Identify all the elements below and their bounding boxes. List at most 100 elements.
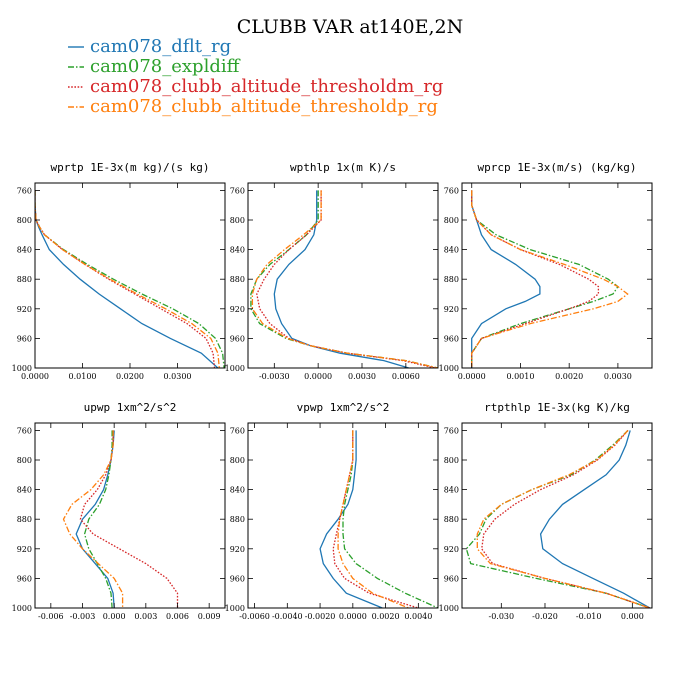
series-line-3 <box>481 429 651 608</box>
y-tick-label: 800 <box>230 216 245 225</box>
series-line-1 <box>35 190 219 368</box>
x-tick-label: 0.006 <box>166 612 189 621</box>
panel-3: wprcp 1E-3x(m/s) (kg/kg) 760 800 840 880 920 9… <box>439 161 653 381</box>
y-tick-label: 1000 <box>439 604 459 613</box>
panel-title: wprtp 1E-3x(m kg)/(s kg) <box>51 161 210 174</box>
legend-entry-1: cam078_dflt_rg <box>90 36 231 57</box>
y-tick-label: 800 <box>17 216 32 225</box>
y-tick-label: 760 <box>444 186 459 195</box>
x-tick-label: -0.0060 <box>239 612 270 621</box>
y-tick-label: 880 <box>17 275 32 284</box>
x-tick-label: 0.0020 <box>372 612 400 621</box>
y-tick-label: 800 <box>444 216 459 225</box>
x-tick-label: -0.0040 <box>272 612 303 621</box>
y-tick-label: 1000 <box>439 364 459 373</box>
panel-1: wprtp 1E-3x(m kg)/(s kg) 760 800 840 880 920 9… <box>12 161 226 381</box>
y-tick-label: 920 <box>230 305 245 314</box>
panel-5: vpwp 1xm^2/s^27608008408809209601000-0.0… <box>225 401 439 621</box>
series-line-1 <box>75 430 115 608</box>
y-tick-label: 920 <box>17 545 32 554</box>
y-tick-label: 840 <box>17 486 32 495</box>
x-tick-label: 0.009 <box>198 612 221 621</box>
y-tick-label: 760 <box>230 186 245 195</box>
x-tick-label: 0.000 <box>103 612 126 621</box>
panel-2: wpthlp 1x(m K)/s 760 800 840 880 920 960 1000 -0… <box>225 161 439 381</box>
x-tick-label: 0.000 <box>621 612 644 621</box>
y-tick-label: 1000 <box>225 364 245 373</box>
x-tick-label: -0.003 <box>70 612 96 621</box>
y-tick-label: 1000 <box>12 604 32 613</box>
y-tick-label: 960 <box>230 574 245 583</box>
x-tick-label: 0.003 <box>134 612 157 621</box>
panel-6: rtpthlp 1E-3x(kg K)/kg 760 800 840 880 920 960… <box>439 401 653 621</box>
x-tick-label: 0.0000 <box>458 372 486 381</box>
y-tick-label: 760 <box>17 186 32 195</box>
y-tick-label: 880 <box>230 275 245 284</box>
plot-frame <box>34 422 226 609</box>
x-tick-label: -0.030 <box>489 612 515 621</box>
y-tick-label: 920 <box>444 305 459 314</box>
series-line-3 <box>79 430 179 608</box>
legend-entry-4: cam078_clubb_altitude_thresholdp_rg <box>90 96 438 117</box>
x-tick-label: -0.020 <box>532 612 558 621</box>
y-tick-label: 880 <box>444 515 459 524</box>
x-tick-label: 0.0030 <box>604 372 632 381</box>
x-tick-label: 0.0010 <box>506 372 534 381</box>
y-tick-label: 960 <box>444 574 459 583</box>
series-line-1 <box>319 430 383 608</box>
series-line-2 <box>471 190 619 368</box>
series-line-1 <box>471 190 541 368</box>
panel-4: upwp 1xm^2/s^2 760 800 840 880 920 960 1000 -0.0… <box>12 401 226 621</box>
y-tick-label: 840 <box>17 246 32 255</box>
y-tick-label: 960 <box>17 334 32 343</box>
y-tick-label: 840 <box>230 246 245 255</box>
plot-frame <box>461 422 653 609</box>
y-tick-label: 880 <box>17 515 32 524</box>
x-tick-label: 0.0060 <box>392 372 420 381</box>
y-tick-label: 800 <box>230 456 245 465</box>
series-line-1 <box>539 430 651 608</box>
x-tick-label: 0.0000 <box>21 372 49 381</box>
y-tick-label: 960 <box>230 334 245 343</box>
legend-entry-2: cam078_expldiff <box>90 56 241 77</box>
x-tick-label: 0.0100 <box>69 372 97 381</box>
series-line-4 <box>62 430 124 608</box>
series-line-4 <box>251 190 438 368</box>
series-line-4 <box>35 190 220 368</box>
series-line-3 <box>35 190 216 368</box>
y-tick-label: 960 <box>444 334 459 343</box>
x-tick-label: 0.0040 <box>404 612 432 621</box>
x-tick-label: -0.0020 <box>305 612 336 621</box>
series-line-4 <box>471 190 629 368</box>
x-tick-label: -0.006 <box>38 612 64 621</box>
y-tick-label: 760 <box>230 426 245 435</box>
y-tick-label: 840 <box>444 246 459 255</box>
series-line-4 <box>337 430 409 608</box>
panel-title: wprcp 1E-3x(m/s) (kg/kg) <box>478 161 637 174</box>
x-tick-label: 0.0000 <box>304 372 332 381</box>
panel-title: upwp 1xm^2/s^2 <box>84 401 177 414</box>
x-tick-label: 0.0030 <box>348 372 376 381</box>
panel-title: wpthlp 1x(m K)/s <box>290 161 396 174</box>
series-line-3 <box>332 430 419 608</box>
y-tick-label: 1000 <box>225 604 245 613</box>
series-line-2 <box>83 430 113 608</box>
x-tick-label: 0.0000 <box>339 612 367 621</box>
panel-title: rtpthlp 1E-3x(kg K)/kg <box>484 401 630 414</box>
y-tick-label: 920 <box>230 545 245 554</box>
series-line-2 <box>250 190 438 368</box>
series-line-2 <box>342 430 438 608</box>
plot-frame <box>461 182 653 369</box>
x-tick-label: -0.0030 <box>259 372 290 381</box>
y-tick-label: 920 <box>444 545 459 554</box>
panel-title: vpwp 1xm^2/s^2 <box>297 401 390 414</box>
x-tick-label: -0.010 <box>576 612 602 621</box>
series-line-4 <box>476 429 651 608</box>
y-tick-label: 800 <box>444 456 459 465</box>
y-tick-label: 920 <box>17 305 32 314</box>
y-tick-label: 880 <box>444 275 459 284</box>
series-line-2 <box>465 429 651 608</box>
plot-frame <box>34 182 226 369</box>
